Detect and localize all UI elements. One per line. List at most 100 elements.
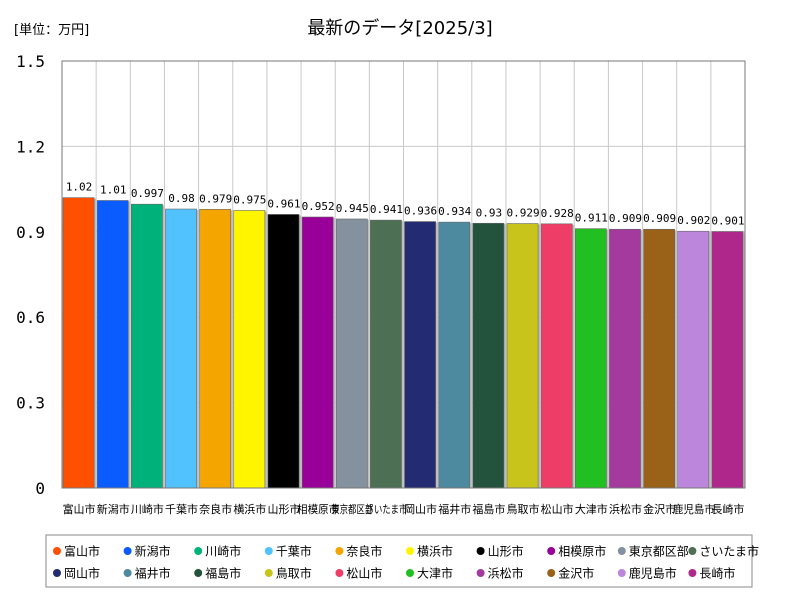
x-tick-label: 松山市: [541, 502, 574, 516]
data-label: 0.997: [131, 187, 164, 200]
x-tick-label: 鹿児島市: [673, 502, 715, 516]
data-label: 0.941: [370, 203, 403, 216]
x-tick-label: 富山市: [63, 502, 96, 516]
bar: [643, 228, 675, 489]
legend-label: 川崎市: [205, 544, 241, 559]
legend-label: 新潟市: [135, 544, 171, 559]
x-tick-label: さいたま市: [365, 502, 407, 516]
y-tick-label: 0.6: [16, 308, 45, 327]
y-tick-label: 1.2: [16, 137, 45, 156]
legend-label: 山形市: [488, 544, 524, 559]
legend-marker: [264, 547, 273, 555]
legend-marker: [617, 569, 626, 577]
legend-label: 長崎市: [699, 566, 735, 581]
bar: [540, 223, 573, 489]
x-tick-label: 大津市: [575, 502, 608, 516]
data-label: 1.01: [100, 183, 127, 196]
data-label: 0.961: [267, 197, 300, 210]
x-tick-label: 横浜市: [233, 502, 266, 516]
data-label: 1.02: [66, 181, 93, 194]
legend-marker: [53, 547, 61, 555]
data-label: 0.909: [609, 212, 642, 225]
legend-label: 横浜市: [417, 544, 453, 559]
chart-title: 最新のデータ[2025/3]: [307, 18, 492, 39]
legend-label: 福島市: [205, 566, 241, 581]
x-tick-label: 金沢市: [643, 502, 676, 516]
x-tick-label: 相模原市: [297, 502, 339, 516]
y-tick-label: 0: [35, 479, 45, 498]
legend-label: 東京都区部: [629, 544, 689, 559]
data-label: 0.934: [438, 205, 471, 218]
bar: [131, 203, 163, 489]
legend-marker: [547, 547, 556, 555]
bar: [233, 210, 266, 489]
bar: [574, 228, 607, 489]
bar: [472, 222, 505, 489]
data-label: 0.901: [711, 215, 744, 228]
bar: [96, 200, 129, 489]
unit-label: [単位：万円]: [14, 22, 89, 38]
bar: [62, 197, 95, 489]
x-tick-label: 山形市: [267, 502, 300, 516]
legend-marker: [406, 569, 414, 577]
data-label: 0.929: [506, 207, 539, 220]
data-label: 0.909: [643, 212, 676, 225]
legend-label: 金沢市: [558, 566, 594, 581]
legend-marker: [617, 547, 626, 555]
data-label: 0.98: [168, 192, 195, 205]
bar: [335, 218, 368, 489]
legend-marker: [123, 547, 132, 555]
legend-label: 松山市: [346, 566, 382, 581]
legend-label: 相模原市: [558, 544, 606, 559]
x-tick-label: 川崎市: [131, 502, 164, 516]
bar: [199, 209, 232, 489]
x-tick-label: 奈良市: [199, 502, 232, 516]
legend-label: 鹿児島市: [629, 566, 677, 581]
legend-marker: [476, 547, 485, 555]
y-tick-label: 0.9: [16, 223, 45, 242]
legend-box: [45, 534, 753, 588]
bar: [267, 214, 300, 489]
bar: [609, 228, 641, 489]
legend-label: 浜松市: [488, 566, 524, 581]
bar: [438, 221, 471, 489]
bar: [165, 208, 197, 489]
data-label: 0.902: [677, 214, 710, 227]
legend-marker: [547, 569, 556, 577]
legend-marker: [53, 569, 61, 577]
data-labels: 1.02 1.01 0.997 0.98 0.979 0.975 0.961 0.952 0.9…: [66, 181, 745, 228]
bar: [404, 221, 436, 489]
data-label: 0.911: [575, 212, 608, 225]
legend-marker: [194, 569, 203, 577]
legend-label: 岡山市: [64, 566, 100, 581]
legend-marker: [264, 569, 273, 577]
x-tick-label: 浜松市: [609, 502, 642, 516]
y-tick-label: 0.3: [16, 394, 45, 413]
x-tick-label: 千葉市: [165, 502, 198, 516]
legend-marker: [194, 547, 203, 555]
x-tick-label: 岡山市: [404, 502, 437, 516]
legend-marker: [406, 547, 414, 555]
data-label: 0.93: [476, 206, 503, 219]
legend-label: 千葉市: [276, 544, 312, 559]
legend-marker: [476, 569, 485, 577]
bar: [711, 231, 744, 489]
x-tick-label: 福井市: [438, 502, 471, 516]
legend-marker: [335, 569, 344, 577]
x-tick-label: 福島市: [472, 502, 505, 516]
legend-label: さいたま市: [699, 544, 759, 559]
bar: [677, 230, 710, 489]
x-tick-label: 長崎市: [711, 502, 744, 516]
y-tick-label: 1.5: [16, 52, 45, 71]
x-tick-label: 新潟市: [97, 502, 130, 516]
legend-marker: [688, 569, 697, 577]
legend-label: 富山市: [64, 544, 100, 559]
bar: [301, 216, 334, 489]
x-tick-label: 鳥取市: [507, 502, 540, 516]
legend-label: 福井市: [135, 566, 171, 581]
legend-label: 大津市: [417, 566, 453, 581]
data-label: 0.936: [404, 205, 437, 218]
